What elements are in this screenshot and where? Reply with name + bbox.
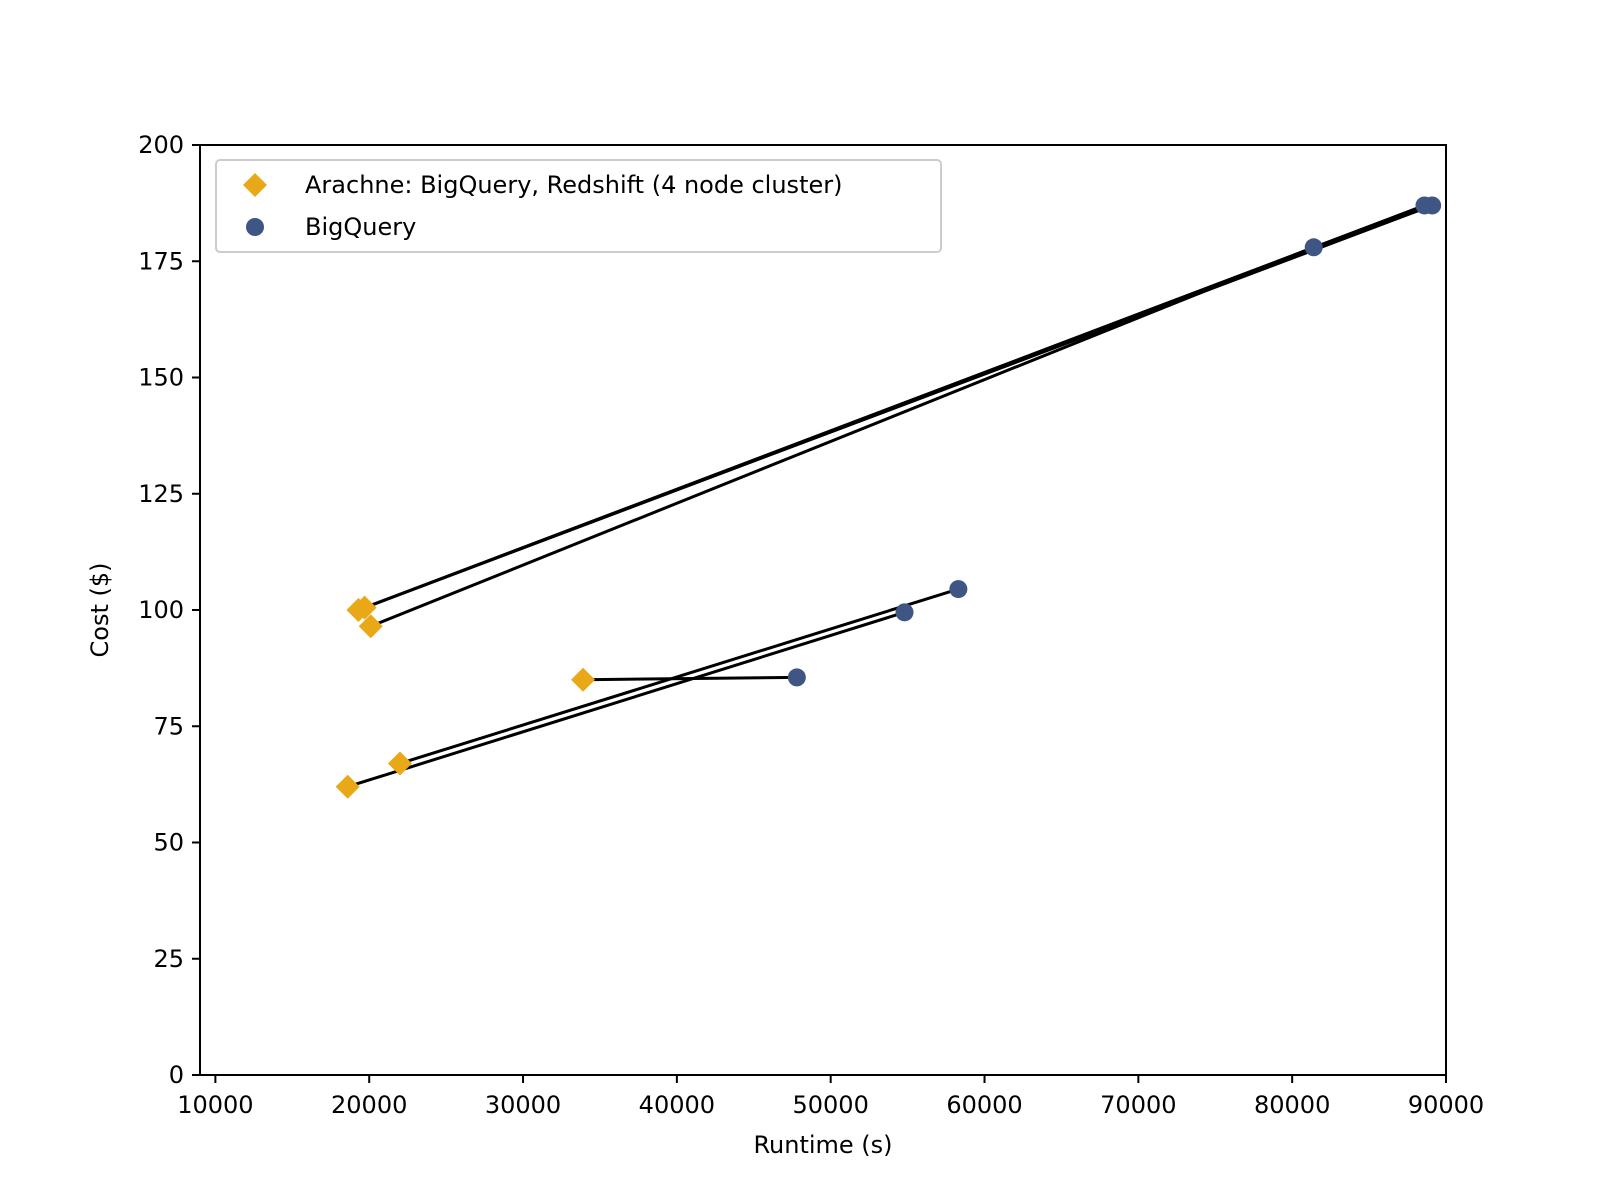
data-points <box>335 196 1442 799</box>
legend: Arachne: BigQuery, Redshift (4 node clus… <box>215 159 942 253</box>
y-tick-label: 150 <box>138 364 184 392</box>
point-series1-4 <box>949 580 968 599</box>
x-tick-label: 70000 <box>1100 1091 1176 1119</box>
legend-marker-0 <box>243 173 267 197</box>
point-series0-5 <box>335 774 360 799</box>
connector-line-1 <box>364 204 1433 610</box>
x-tick-label: 50000 <box>793 1091 869 1119</box>
y-tick-label: 125 <box>138 480 184 508</box>
connector-line-5 <box>347 610 905 789</box>
x-axis-label: Runtime (s) <box>753 1131 892 1159</box>
x-tick-label: 60000 <box>946 1091 1022 1119</box>
legend-label-1: BigQuery <box>305 213 416 241</box>
x-tick-label: 40000 <box>639 1091 715 1119</box>
y-tick-label: 50 <box>153 829 184 857</box>
point-series0-4 <box>387 751 412 776</box>
y-tick-label: 25 <box>153 945 184 973</box>
legend-label-0: Arachne: BigQuery, Redshift (4 node clus… <box>305 171 842 199</box>
x-tick-label: 10000 <box>177 1091 253 1119</box>
point-series1-2 <box>1304 238 1323 257</box>
point-series0-2 <box>358 614 383 639</box>
point-series1-3 <box>787 668 806 687</box>
x-tick-label: 30000 <box>485 1091 561 1119</box>
connector-line-2 <box>370 245 1315 628</box>
legend-marker-1 <box>246 218 264 236</box>
plot-area-frame <box>199 144 1447 1076</box>
y-axis-label: Cost ($) <box>86 563 114 658</box>
point-series1-5 <box>895 603 914 622</box>
legend-box <box>215 159 942 253</box>
connector-lines <box>347 204 1433 789</box>
x-tick-label: 80000 <box>1254 1091 1330 1119</box>
point-series1-1 <box>1423 196 1442 215</box>
x-tick-label: 20000 <box>331 1091 407 1119</box>
point-series0-1 <box>352 595 377 620</box>
y-tick-label: 200 <box>138 131 184 159</box>
point-series0-3 <box>571 667 596 692</box>
y-tick-label: 175 <box>138 247 184 275</box>
connector-line-4 <box>399 587 959 765</box>
y-tick-label: 0 <box>169 1061 184 1089</box>
x-tick-label: 90000 <box>1408 1091 1484 1119</box>
y-tick-label: 75 <box>153 712 184 740</box>
x-axis-ticks: 10000 20000 30000 40000 50000 60000 70000 80000… <box>177 1075 1484 1119</box>
y-axis-ticks: 0 25 50 75 100 125 150 175 200 <box>138 131 200 1089</box>
y-tick-label: 100 <box>138 596 184 624</box>
